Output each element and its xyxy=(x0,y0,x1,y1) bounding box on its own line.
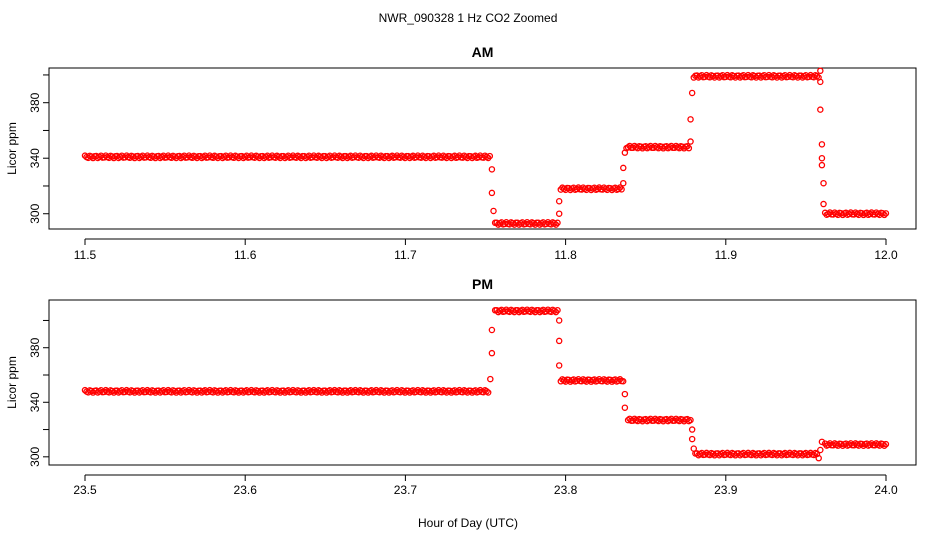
pm-data-segment xyxy=(821,440,890,449)
am-transition-point xyxy=(818,161,826,169)
am-transition-point xyxy=(620,179,627,187)
pm-y-tick-label: 340 xyxy=(28,392,42,412)
am-transition-point xyxy=(488,189,496,197)
am-transition-point xyxy=(490,207,497,215)
pm-panel-title: PM xyxy=(472,276,493,292)
am-transition-point xyxy=(555,197,563,205)
pm-transition-point xyxy=(688,435,696,443)
am-transition-point xyxy=(820,200,827,208)
am-y-tick-label: 340 xyxy=(28,148,42,168)
am-data-point xyxy=(685,144,693,152)
am-x-tick-label: 11.7 xyxy=(394,248,417,262)
am-data-point xyxy=(882,210,890,217)
am-transition-point xyxy=(817,78,824,86)
am-transition-point xyxy=(687,116,694,123)
am-x-tick-label: 11.6 xyxy=(234,248,257,262)
pm-data-point xyxy=(619,377,627,385)
am-panel-title: AM xyxy=(472,44,494,60)
pm-transition-point xyxy=(621,404,629,411)
am-y-tick-label: 300 xyxy=(28,203,42,223)
pm-data-segment xyxy=(491,306,561,316)
pm-x-tick-label: 24.0 xyxy=(874,483,898,497)
am-data-segment xyxy=(623,142,693,152)
pm-transition-point xyxy=(555,362,563,369)
pm-data-segment xyxy=(557,376,627,385)
pm-data-point xyxy=(484,389,492,396)
am-data-point xyxy=(879,210,886,217)
pm-transition-point xyxy=(621,390,629,398)
am-transition-point xyxy=(817,106,824,113)
am-plot-frame xyxy=(48,67,917,230)
am-transition-point xyxy=(818,141,826,148)
pm-x-tick-label: 23.8 xyxy=(554,483,578,497)
pm-transition-point xyxy=(555,317,563,324)
pm-transition-point xyxy=(818,438,826,446)
am-transition-point xyxy=(620,164,627,172)
pm-data-segment xyxy=(692,449,821,459)
pm-y-tick-label: 300 xyxy=(28,446,42,466)
pm-data-segment xyxy=(81,386,492,396)
am-data-segment xyxy=(821,209,890,219)
am-x-tick-label: 12.0 xyxy=(874,248,898,262)
pm-y-axis-label: Licor ppm xyxy=(5,356,19,409)
pm-data-point xyxy=(879,440,886,448)
am-data-point xyxy=(616,184,624,191)
pm-transition-point xyxy=(817,446,824,454)
pm-transition-point xyxy=(688,426,696,433)
am-data-point xyxy=(881,211,888,219)
am-transition-point xyxy=(621,149,629,156)
am-data-point xyxy=(618,186,625,193)
am-data-point xyxy=(551,220,558,227)
pm-data-point xyxy=(554,306,561,314)
am-y-tick-label: 380 xyxy=(28,92,42,112)
am-data-segment xyxy=(491,218,561,228)
am-x-tick-label: 11.8 xyxy=(554,248,577,262)
pm-transition-point xyxy=(555,337,563,345)
am-data-point xyxy=(554,219,561,227)
pm-y-tick-label: 380 xyxy=(28,337,42,357)
am-x-tick-label: 11.5 xyxy=(74,248,97,262)
pm-data-point xyxy=(882,440,890,448)
am-data-segment xyxy=(690,71,822,81)
pm-transition-point xyxy=(488,349,496,357)
pm-plot-frame xyxy=(48,299,917,466)
pm-transition-point xyxy=(487,375,494,383)
am-transition-point xyxy=(820,179,827,187)
pm-data-point xyxy=(881,442,888,449)
figure-x-axis-label: Hour of Day (UTC) xyxy=(418,516,518,530)
am-transition-point xyxy=(488,166,496,173)
am-transition-point xyxy=(817,67,824,75)
pm-x-tick-label: 23.7 xyxy=(394,483,418,497)
am-data-segment xyxy=(81,152,494,162)
figure-title: NWR_090328 1 Hz CO2 Zoomed xyxy=(379,11,558,25)
panel-am: AM Licor ppm 300 340 380 11.5 11.6 11.7 11.8 11.9… xyxy=(5,44,917,262)
am-data-point xyxy=(615,185,622,193)
am-data-point xyxy=(486,152,494,160)
am-data-segment xyxy=(557,184,625,194)
am-y-axis-label: Licor ppm xyxy=(5,122,19,175)
pm-x-tick-label: 23.6 xyxy=(234,483,258,497)
pm-data-segment xyxy=(624,415,694,425)
pm-data-point xyxy=(551,307,558,315)
am-transition-point xyxy=(687,138,694,145)
am-transition-point xyxy=(818,154,826,162)
pm-transition-point xyxy=(488,326,496,334)
pm-transition-point xyxy=(815,454,822,462)
pm-transition-point xyxy=(690,445,698,452)
am-x-tick-label: 11.9 xyxy=(715,248,738,262)
pm-data-point xyxy=(687,416,694,424)
am-data-point xyxy=(813,72,821,80)
pm-x-tick-label: 23.9 xyxy=(714,483,738,497)
pm-x-tick-label: 23.5 xyxy=(73,483,97,497)
panel-pm: PM Licor ppm 300 340 380 23.5 23.6 23.7 23.8 23.9… xyxy=(5,276,917,497)
am-transition-point xyxy=(688,89,696,97)
am-transition-point xyxy=(555,210,563,217)
